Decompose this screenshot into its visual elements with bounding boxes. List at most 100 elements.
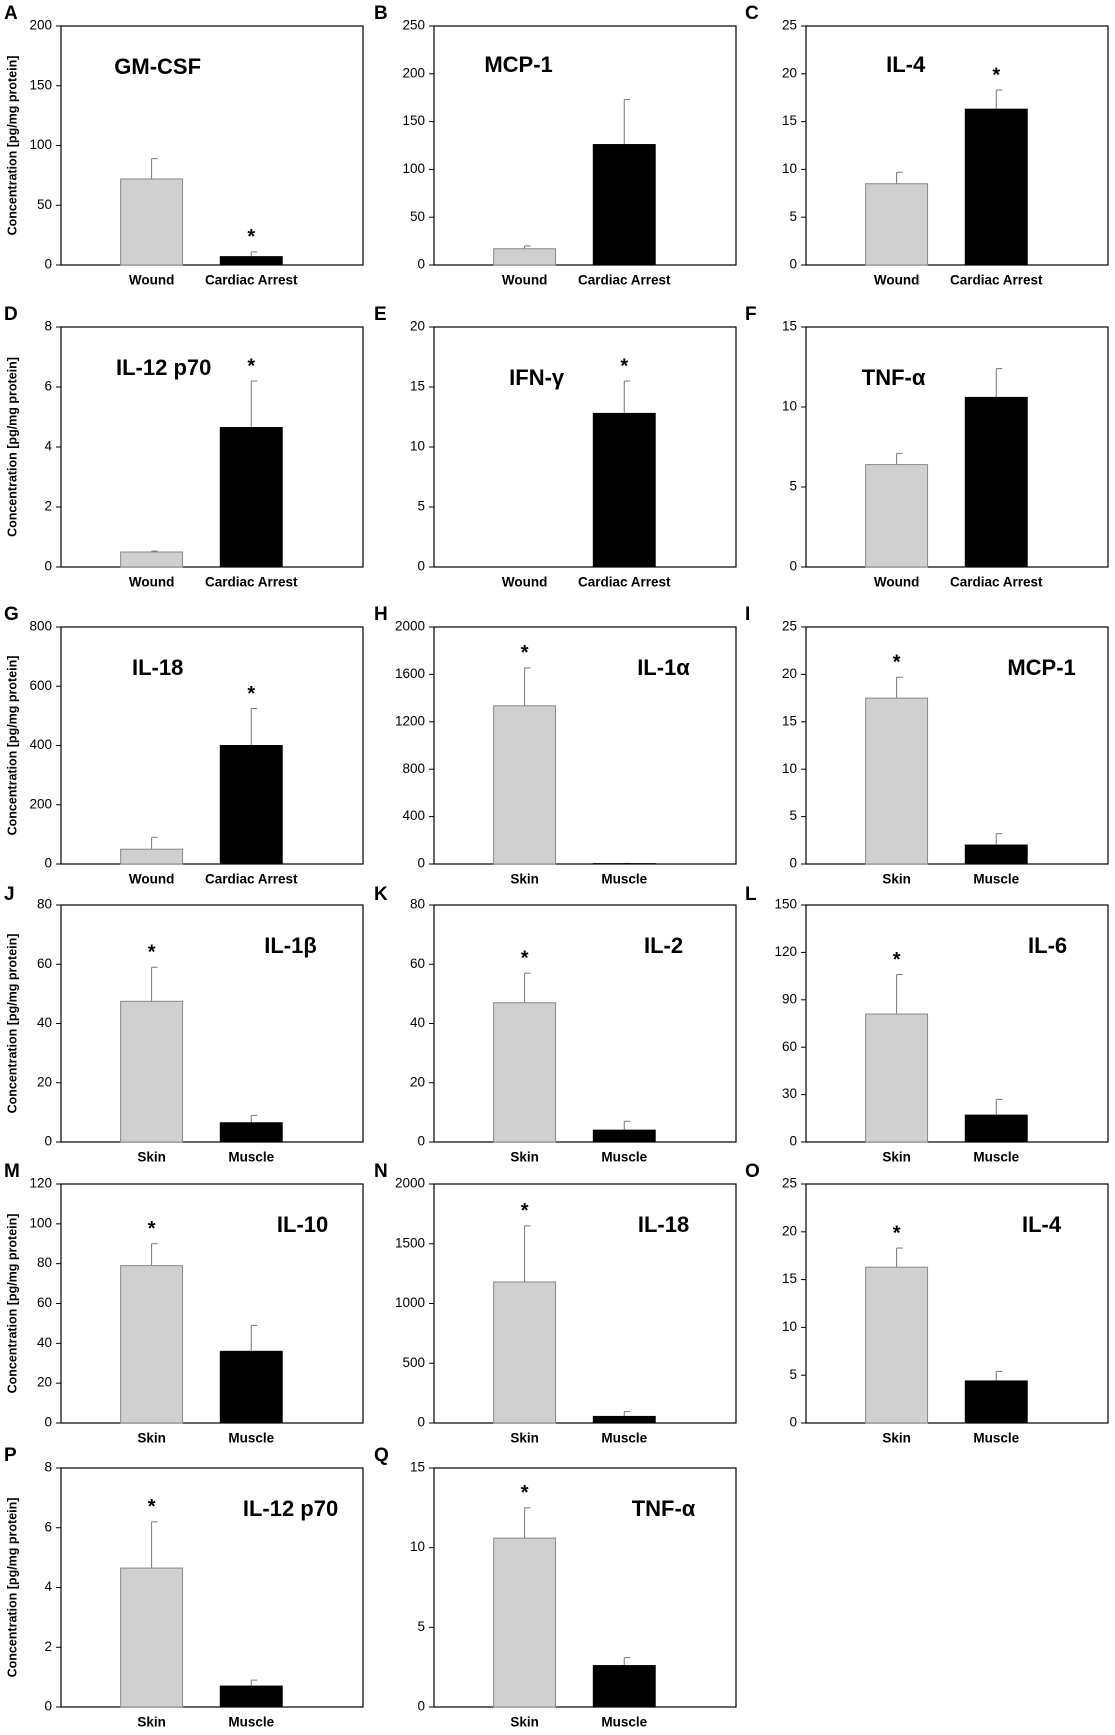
category-label: Wound xyxy=(129,575,174,590)
y-tick-label: 8 xyxy=(44,319,52,334)
significance-marker: * xyxy=(521,642,529,664)
y-tick-label: 40 xyxy=(37,1015,52,1030)
y-tick-label: 80 xyxy=(410,897,425,912)
panel-letter: O xyxy=(745,1161,760,1182)
y-tick-label: 0 xyxy=(44,856,52,871)
y-axis-label: Concentration [pg/mg protein] xyxy=(5,1498,19,1678)
panel-J: J 0 20 40 60 80 Concentration [pg/mg protein] I… xyxy=(4,884,364,1165)
y-tick-label: 0 xyxy=(417,1699,425,1714)
y-tick-label: 15 xyxy=(410,379,425,394)
y-tick-label: 0 xyxy=(417,559,425,574)
bar-cardiac-arrest xyxy=(964,108,1028,266)
significance-marker: * xyxy=(247,226,255,248)
y-tick-label: 50 xyxy=(410,209,425,224)
category-label: Skin xyxy=(510,1150,539,1165)
chart-title: TNF-α xyxy=(862,365,926,390)
category-label: Muscle xyxy=(601,872,647,887)
y-tick-label: 4 xyxy=(44,1579,52,1594)
category-label: Muscle xyxy=(228,1715,274,1730)
y-tick-label: 0 xyxy=(44,1415,52,1430)
plot-frame xyxy=(433,326,737,568)
y-tick-label: 60 xyxy=(37,1295,52,1310)
panel-Q: Q 0 5 10 15 TNF-α Skin * Muscle xyxy=(374,1445,737,1730)
panel-letter: H xyxy=(374,604,388,625)
bar-muscle xyxy=(219,1122,283,1143)
panel-G: G 0 200 400 600 800 Concentration [pg/mg prote… xyxy=(4,604,364,887)
chart-title: MCP-1 xyxy=(1007,655,1075,680)
y-tick-label: 800 xyxy=(29,619,52,634)
y-tick-label: 10 xyxy=(410,439,425,454)
category-label: Muscle xyxy=(973,1431,1019,1446)
panel-H: H 0 400 800 1200 1600 2000 IL-1α Skin * Muscle xyxy=(374,604,737,887)
bar-wound xyxy=(865,183,929,266)
panel-letter: F xyxy=(745,304,757,325)
y-tick-label: 200 xyxy=(402,65,425,80)
y-tick-label: 400 xyxy=(29,737,52,752)
bar-skin xyxy=(865,1013,929,1143)
y-tick-label: 250 xyxy=(402,18,425,33)
y-tick-label: 30 xyxy=(782,1086,797,1101)
category-label: Wound xyxy=(874,273,919,288)
panel-letter: E xyxy=(374,304,387,325)
y-tick-label: 20 xyxy=(410,1074,425,1089)
y-axis-label: Concentration [pg/mg protein] xyxy=(5,1214,19,1394)
y-tick-label: 20 xyxy=(782,666,797,681)
bar-muscle xyxy=(964,1114,1028,1143)
category-label: Cardiac Arrest xyxy=(950,273,1043,288)
bar-skin xyxy=(120,1265,184,1424)
y-tick-label: 25 xyxy=(782,619,797,634)
y-tick-label: 2000 xyxy=(395,619,425,634)
significance-marker: * xyxy=(521,1200,529,1222)
category-label: Muscle xyxy=(601,1150,647,1165)
category-label: Wound xyxy=(129,872,174,887)
panel-I: I 0 5 10 15 20 25 MCP-1 Skin * Muscle xyxy=(745,604,1109,887)
chart-title: TNF-α xyxy=(632,1496,696,1521)
panel-L: L 0 30 60 90 120 150 IL-6 Skin * Muscle xyxy=(745,884,1109,1165)
panel-A: A 0 50 100 150 200 Concentration [pg/mg protei… xyxy=(4,3,364,288)
y-tick-label: 5 xyxy=(789,209,797,224)
category-label: Wound xyxy=(129,273,174,288)
y-tick-label: 20 xyxy=(37,1375,52,1390)
y-tick-label: 1500 xyxy=(395,1235,425,1250)
panel-letter: C xyxy=(745,3,759,24)
bar-wound xyxy=(120,551,184,568)
category-label: Skin xyxy=(137,1431,166,1446)
chart-title: IL-6 xyxy=(1028,933,1067,958)
y-tick-label: 15 xyxy=(782,1271,797,1286)
bar-skin xyxy=(493,705,557,865)
category-label: Cardiac Arrest xyxy=(205,872,298,887)
y-tick-label: 0 xyxy=(44,559,52,574)
y-tick-label: 0 xyxy=(44,1134,52,1149)
bar-cardiac-arrest xyxy=(219,745,283,865)
plot-frame xyxy=(60,626,364,865)
bar-cardiac-arrest xyxy=(219,427,283,568)
y-tick-label: 0 xyxy=(44,257,52,272)
plot-frame xyxy=(60,25,364,266)
y-tick-label: 1200 xyxy=(395,713,425,728)
panel-letter: N xyxy=(374,1161,388,1182)
y-tick-label: 0 xyxy=(417,856,425,871)
panel-B: B 0 50 100 150 200 250 MCP-1 Wound Cardiac Arrest xyxy=(374,3,737,288)
y-tick-label: 10 xyxy=(782,761,797,776)
category-label: Cardiac Arrest xyxy=(578,273,671,288)
y-tick-label: 20 xyxy=(782,1223,797,1238)
significance-marker: * xyxy=(247,683,255,705)
bar-wound xyxy=(493,248,557,266)
plot-frame xyxy=(433,1467,737,1708)
category-label: Muscle xyxy=(228,1431,274,1446)
y-axis-label: Concentration [pg/mg protein] xyxy=(5,934,19,1114)
chart-title: IFN-γ xyxy=(509,365,565,390)
significance-marker: * xyxy=(148,1496,156,1518)
y-tick-label: 600 xyxy=(29,678,52,693)
y-tick-label: 15 xyxy=(410,1460,425,1475)
bar-muscle xyxy=(219,1350,283,1424)
significance-marker: * xyxy=(247,355,255,377)
y-axis-label: Concentration [pg/mg protein] xyxy=(5,357,19,537)
bar-muscle xyxy=(592,1415,656,1424)
panel-letter: Q xyxy=(374,1445,389,1466)
y-tick-label: 20 xyxy=(410,319,425,334)
y-tick-label: 60 xyxy=(782,1039,797,1054)
y-tick-label: 200 xyxy=(29,18,52,33)
category-label: Wound xyxy=(874,575,919,590)
y-tick-label: 50 xyxy=(37,197,52,212)
